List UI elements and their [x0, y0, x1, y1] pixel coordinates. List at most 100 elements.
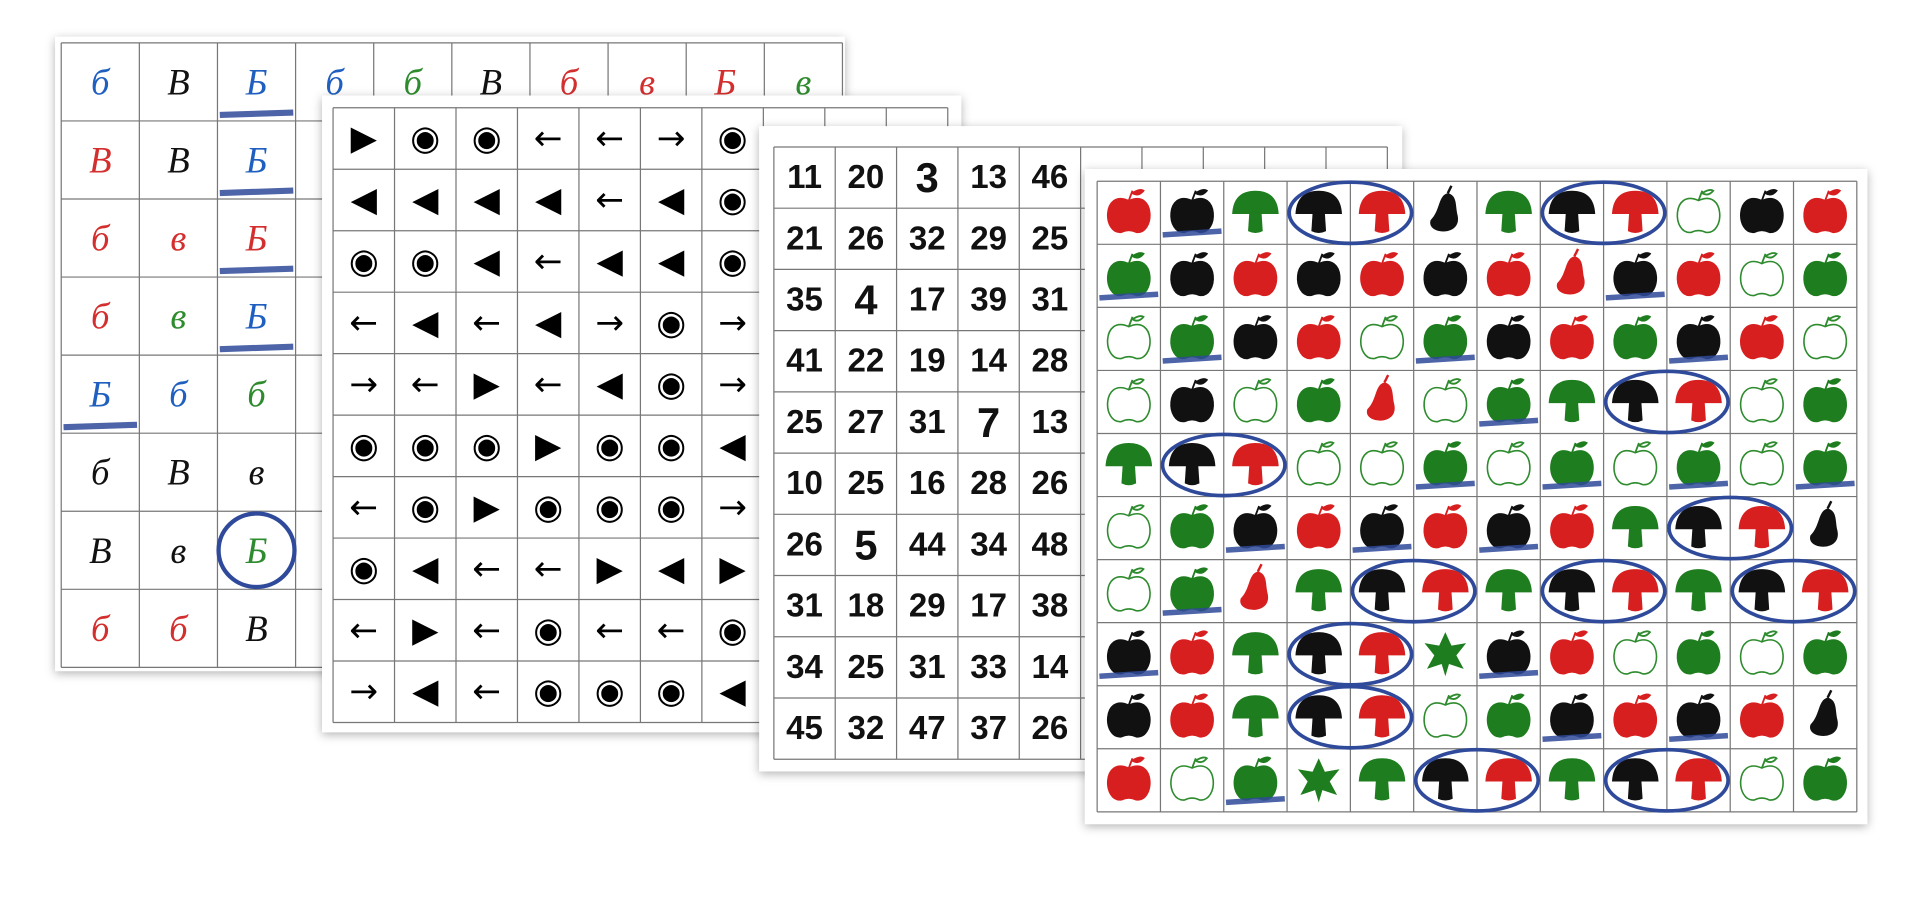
number: 20	[848, 159, 885, 196]
symbol: ▶	[474, 487, 501, 527]
number: 48	[1032, 526, 1069, 563]
letter: в	[170, 218, 186, 259]
mushroom-cap	[1611, 190, 1659, 215]
apple	[1107, 639, 1151, 675]
apple-stem	[1634, 630, 1652, 643]
letter: б	[169, 374, 189, 415]
pen-circle	[1603, 747, 1730, 813]
apple	[1296, 260, 1341, 297]
apple	[1423, 513, 1468, 549]
apple-stem	[1571, 504, 1588, 517]
letter: б	[325, 61, 345, 102]
apple	[1676, 260, 1721, 297]
apple-stem	[1127, 693, 1145, 706]
number: 16	[909, 465, 946, 502]
mushroom-stem	[1311, 212, 1327, 233]
apple	[1486, 513, 1531, 549]
number: 25	[848, 465, 885, 502]
apple	[1739, 386, 1784, 423]
apple-stem	[1191, 378, 1209, 391]
apple	[1739, 639, 1784, 675]
apple-stem	[1824, 756, 1842, 769]
symbol: →	[718, 487, 747, 527]
apple-stem	[1760, 693, 1778, 706]
pear	[1810, 508, 1838, 547]
letter: б	[169, 608, 189, 649]
apple-stem	[1191, 630, 1209, 643]
symbol: ◉	[410, 487, 440, 527]
number: 26	[786, 526, 823, 563]
mushroom-cap	[1738, 569, 1786, 593]
pen-underline	[1479, 669, 1539, 679]
mushroom-stem	[1627, 212, 1643, 233]
pear	[1810, 697, 1838, 736]
apple	[1803, 387, 1847, 423]
symbol: ◀	[658, 241, 685, 281]
number: 32	[848, 710, 885, 747]
pen-circle	[1160, 432, 1287, 498]
symbol: ◀	[535, 180, 562, 220]
mushroom-cap	[1295, 632, 1342, 656]
mushroom-stem	[1564, 212, 1580, 233]
apple-stem	[1507, 441, 1525, 454]
symbol: ◀	[412, 549, 439, 589]
apple	[1296, 449, 1341, 486]
apple	[1550, 639, 1594, 675]
apple-stem	[1317, 252, 1335, 264]
symbol: ◉	[656, 364, 686, 404]
apple	[1360, 260, 1404, 297]
apple-stem	[1254, 756, 1272, 769]
symbol: ◀	[412, 672, 439, 712]
number: 28	[970, 465, 1007, 502]
apple	[1106, 323, 1151, 360]
mushroom-stem	[1627, 780, 1643, 801]
letter: Б	[245, 61, 268, 102]
mushroom-cap	[1105, 442, 1153, 467]
apple-stem	[1507, 315, 1525, 327]
apple	[1486, 260, 1531, 297]
symbol: ←	[534, 549, 563, 589]
apple	[1107, 702, 1151, 738]
apple-stem	[1444, 252, 1462, 264]
mushroom-stem	[1627, 401, 1643, 423]
apple-stem	[1127, 504, 1145, 517]
apple-stem	[1444, 315, 1462, 327]
apple	[1803, 260, 1847, 297]
letter: б	[91, 608, 111, 649]
mushroom-cap	[1232, 190, 1279, 215]
symbol: ◀	[412, 303, 439, 343]
number: 26	[1032, 710, 1069, 747]
apple	[1739, 765, 1784, 801]
letter: б	[91, 61, 111, 102]
pear-stem	[1826, 689, 1833, 699]
apple	[1107, 197, 1151, 233]
mushroom-cap	[1422, 569, 1469, 593]
symbol: ◉	[533, 610, 563, 650]
pen-underline	[63, 421, 138, 431]
mushroom-stem	[1248, 654, 1263, 675]
mushroom-cap	[1738, 506, 1786, 530]
number: 22	[848, 343, 885, 380]
apple-stem	[1824, 378, 1842, 391]
number: 25	[1032, 220, 1069, 257]
pen-circle	[1540, 180, 1667, 246]
pen-underline	[1352, 543, 1412, 553]
symbol: ◉	[410, 426, 440, 466]
apple-stem	[1254, 378, 1272, 391]
apple	[1296, 513, 1341, 549]
apple-stem	[1127, 315, 1145, 327]
apple-stem	[1634, 441, 1652, 454]
letter: В	[89, 139, 111, 180]
mushroom-cap	[1232, 695, 1279, 719]
symbol: ◉	[656, 303, 686, 343]
symbol: ◉	[656, 487, 686, 527]
number: 10	[786, 465, 823, 502]
leaf	[1424, 632, 1467, 677]
apple	[1550, 513, 1594, 549]
mushroom-stem	[1627, 528, 1643, 549]
number: 26	[1032, 465, 1069, 502]
mushroom-stem	[1121, 465, 1137, 486]
symbol: ◀	[658, 549, 685, 589]
apple	[1486, 702, 1531, 738]
symbol: ◀	[351, 180, 378, 220]
